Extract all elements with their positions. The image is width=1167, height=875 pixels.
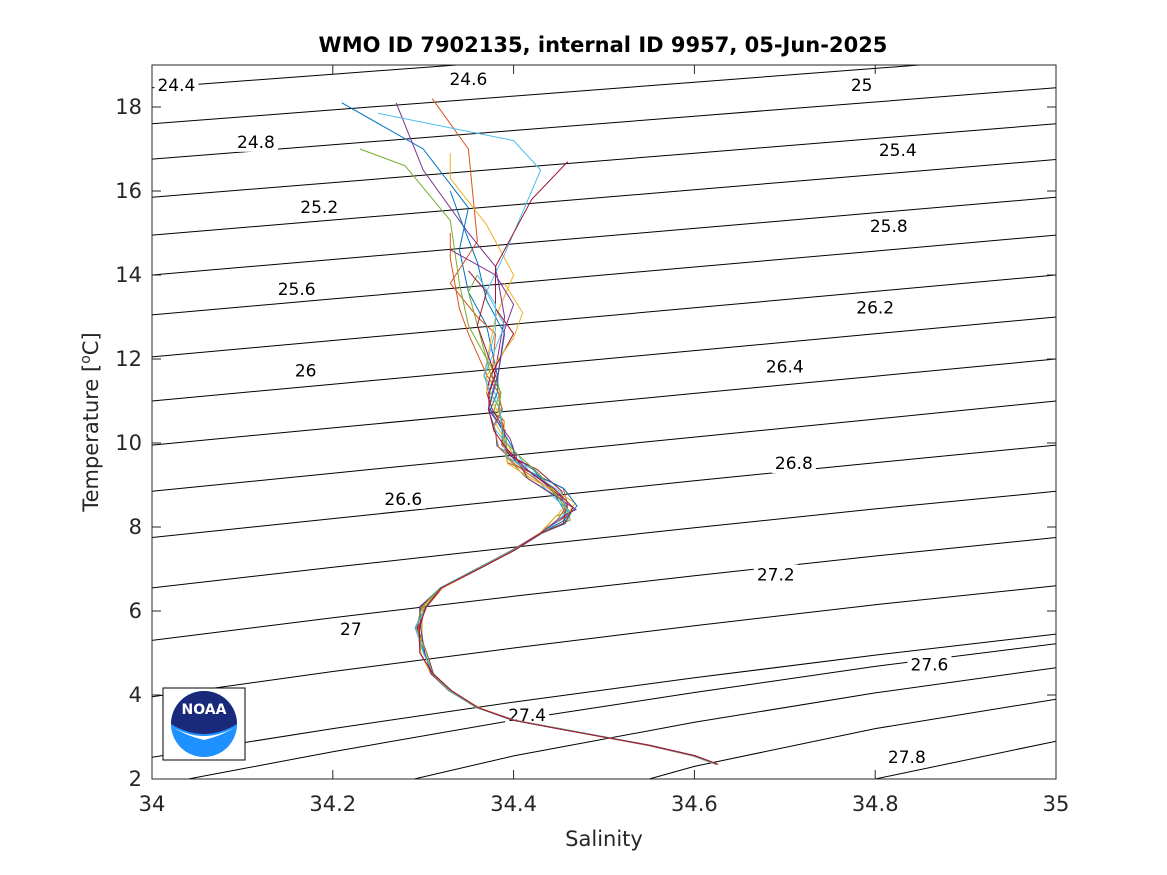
contour-label-bg — [283, 360, 328, 381]
y-tick-label: 14 — [115, 263, 142, 287]
density-contour-labels: 24.4 24.6 25 24.8 25.4 25.2 25.8 25.6 26.2 26 26.4… — [154, 68, 952, 768]
profile-lines — [341, 98, 719, 765]
contour-label-bg — [446, 68, 491, 89]
density-contour-line — [875, 740, 1056, 779]
x-tick-label: 34.6 — [671, 792, 718, 816]
contour-label: 26.8 — [775, 454, 813, 474]
density-contour-line — [152, 537, 1056, 641]
contour-label-bg — [762, 356, 807, 377]
contour-label: 27.8 — [888, 748, 926, 768]
contour-label-bg — [154, 75, 199, 96]
contour-label: 27.6 — [911, 656, 949, 676]
density-contour-line — [152, 196, 1056, 276]
contour-label-bg — [875, 140, 920, 161]
x-axis-label: Salinity — [565, 827, 643, 851]
y-tick-label: 2 — [129, 767, 142, 791]
y-tick-label: 6 — [129, 599, 142, 623]
x-tick-label: 34.2 — [309, 792, 356, 816]
y-axis-label-main: Temperature [ — [79, 364, 103, 513]
y-tick-label: 18 — [115, 95, 142, 119]
x-axis: 34 34.2 34.4 34.6 34.8 35 — [139, 65, 1070, 816]
chart-title: WMO ID 7902135, internal ID 9957, 05-Jun… — [319, 33, 888, 57]
contour-label-bg — [233, 131, 278, 152]
contour-label-bg — [839, 75, 884, 96]
contour-label: 25.8 — [870, 217, 908, 237]
contour-label-bg — [328, 619, 373, 639]
contour-label: 26.4 — [766, 358, 804, 378]
density-contour-line — [152, 159, 1056, 236]
contour-label: 25.2 — [300, 198, 338, 218]
y-axis-label: Temperature [oC] — [78, 332, 103, 512]
density-contour-line — [152, 65, 926, 125]
contour-label-bg — [771, 453, 816, 474]
contour-label: 26.6 — [384, 490, 422, 510]
contour-label: 26 — [295, 362, 317, 382]
density-contour-line — [152, 65, 464, 89]
contour-label-bg — [381, 488, 426, 509]
density-contour-line — [152, 400, 1056, 492]
noaa-logo: NOAA — [162, 687, 246, 761]
density-contour-line — [649, 698, 1056, 779]
contour-label: 25.4 — [879, 141, 917, 161]
contour-label-bg — [884, 747, 929, 768]
contour-label-bg — [274, 278, 319, 299]
x-tick-label: 35 — [1043, 792, 1070, 816]
plot-frame — [151, 64, 1057, 780]
density-contour-line — [152, 444, 1056, 538]
contour-label: 24.4 — [157, 76, 195, 96]
density-contour-line — [152, 234, 1056, 316]
contour-label-bg — [866, 215, 911, 236]
y-tick-label: 8 — [129, 515, 142, 539]
density-contour-line — [152, 87, 1056, 160]
x-tick-label: 34.8 — [852, 792, 899, 816]
y-tick-label: 12 — [115, 347, 142, 371]
y-axis: 2 4 6 8 10 12 14 16 18 — [115, 95, 1056, 791]
plot-area — [152, 65, 1056, 779]
density-contour-line — [152, 316, 1056, 402]
density-contour-line — [188, 643, 1056, 779]
x-tick-label: 34.4 — [490, 792, 537, 816]
contour-label: 25.6 — [278, 280, 316, 300]
density-contour-line — [152, 633, 1056, 758]
contour-label: 25 — [851, 76, 873, 96]
density-contour-line — [152, 490, 1056, 589]
contour-label: 27 — [340, 620, 362, 640]
contour-label-bg — [753, 564, 798, 585]
density-contour-line — [152, 274, 1056, 358]
contour-label: 24.8 — [237, 133, 275, 153]
contour-label: 27.2 — [757, 565, 795, 585]
y-axis-label-end: C] — [79, 332, 103, 355]
y-tick-label: 16 — [115, 179, 142, 203]
profile-line — [418, 270, 718, 765]
contour-label: 26.2 — [856, 299, 894, 319]
x-tick-label: 34 — [139, 792, 166, 816]
density-contour-line — [414, 667, 1056, 779]
density-contour-line — [152, 358, 1056, 446]
y-tick-label: 4 — [129, 683, 142, 707]
contour-label-bg — [853, 297, 898, 318]
density-contour-line — [152, 123, 1056, 198]
contour-label-bg — [907, 654, 952, 675]
density-contours — [152, 65, 1056, 779]
contour-label-bg — [297, 196, 342, 217]
y-axis-label-sup: o — [78, 355, 94, 364]
density-contour-line — [152, 585, 1056, 698]
y-tick-label: 10 — [115, 431, 142, 455]
noaa-logo-text: NOAA — [182, 702, 227, 718]
contour-label: 24.6 — [449, 70, 487, 90]
